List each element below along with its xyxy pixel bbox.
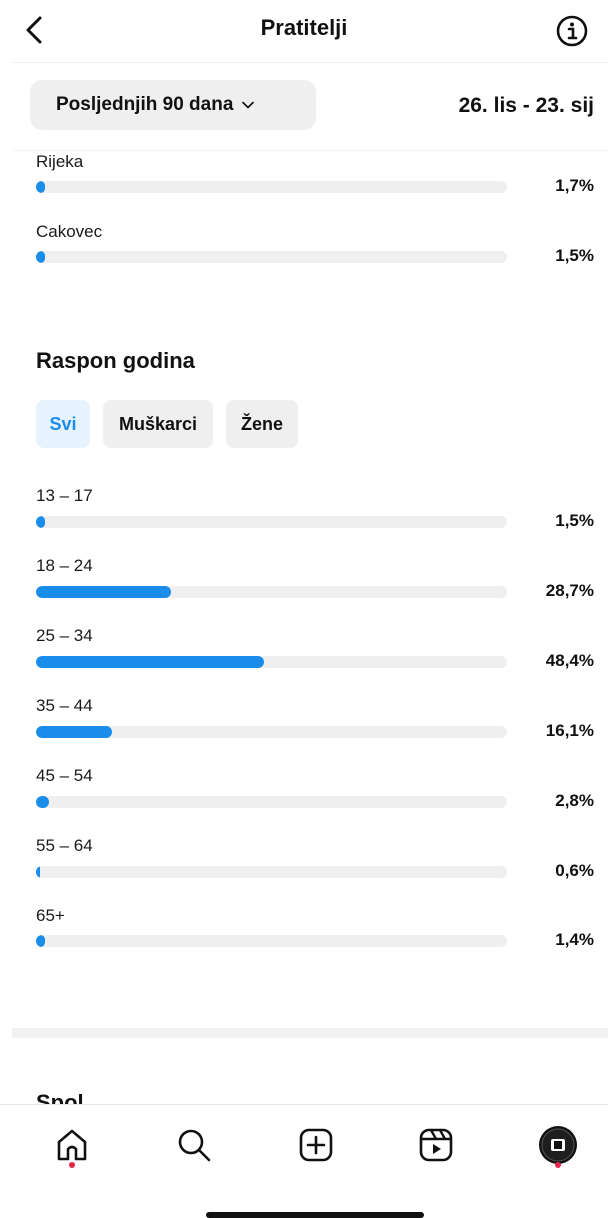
section-divider: [12, 1028, 608, 1038]
profile-icon: [539, 1126, 577, 1164]
chevron-down-icon: [242, 101, 255, 109]
period-label: Posljednjih 90 dana: [56, 94, 234, 115]
filter-chip-all[interactable]: Svi: [36, 400, 90, 448]
home-icon: [57, 1129, 87, 1161]
filter-chip-men[interactable]: Muškarci: [103, 400, 213, 448]
profile-notification-dot: [555, 1162, 561, 1168]
header: Pratitelji: [0, 0, 608, 62]
info-circle-icon: [556, 15, 588, 47]
age-percent: 1,4%: [555, 930, 594, 949]
bar-fill: [36, 656, 264, 668]
bar-fill: [36, 796, 49, 808]
age-label: 25 – 34: [36, 626, 93, 645]
bar-fill: [36, 516, 45, 528]
tab-search[interactable]: [172, 1123, 216, 1167]
age-percent: 1,5%: [555, 511, 594, 530]
page-title: Pratitelji: [260, 15, 348, 40]
bar-track: [36, 726, 507, 738]
city-label: Cakovec: [36, 222, 103, 241]
tab-reels[interactable]: [414, 1123, 458, 1167]
age-percent: 16,1%: [545, 721, 594, 740]
header-divider: [12, 62, 608, 63]
age-label: 13 – 17: [36, 486, 93, 505]
bar-fill: [36, 935, 45, 947]
age-label: 45 – 54: [36, 766, 93, 785]
bar-fill: [36, 586, 171, 598]
age-label: 65+: [36, 906, 65, 925]
bar-track: [36, 586, 507, 598]
bar-track: [36, 516, 507, 528]
filter-chip-women[interactable]: Žene: [226, 400, 298, 448]
age-percent: 28,7%: [545, 581, 594, 600]
info-button[interactable]: [554, 13, 590, 49]
city-label: Rijeka: [36, 152, 84, 171]
age-label: 35 – 44: [36, 696, 93, 715]
search-icon: [178, 1129, 211, 1162]
tab-profile[interactable]: [536, 1123, 580, 1167]
age-label: 18 – 24: [36, 556, 93, 575]
age-percent: 0,6%: [555, 861, 594, 880]
bottom-tab-bar: [0, 1104, 608, 1218]
bar-track: [36, 866, 507, 878]
chevron-left-icon: [26, 16, 42, 44]
bar-track: [36, 251, 507, 263]
bar-fill: [36, 181, 45, 193]
bar-track: [36, 935, 507, 947]
city-percent: 1,7%: [555, 176, 594, 195]
create-icon: [299, 1128, 333, 1162]
bar-track: [36, 181, 507, 193]
tab-home[interactable]: [50, 1123, 94, 1167]
reels-icon: [419, 1128, 453, 1162]
period-dropdown[interactable]: Posljednjih 90 dana: [30, 80, 316, 130]
bar-track: [36, 796, 507, 808]
city-percent: 1,5%: [555, 246, 594, 265]
bar-fill: [36, 866, 40, 878]
bar-fill: [36, 726, 112, 738]
age-percent: 2,8%: [555, 791, 594, 810]
tab-create[interactable]: [294, 1123, 338, 1167]
home-notification-dot: [69, 1162, 75, 1168]
back-button[interactable]: [18, 12, 54, 48]
age-label: 55 – 64: [36, 836, 93, 855]
age-section-title: Raspon godina: [36, 348, 195, 373]
filter-divider: [12, 150, 608, 151]
date-range: 26. lis - 23. sij: [458, 94, 594, 117]
age-percent: 48,4%: [545, 651, 594, 670]
home-indicator: [206, 1212, 424, 1218]
bar-track: [36, 656, 507, 668]
bar-fill: [36, 251, 45, 263]
